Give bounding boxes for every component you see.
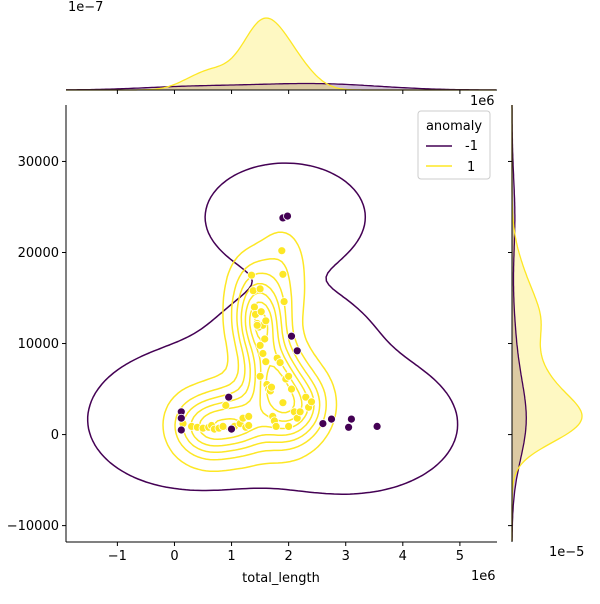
y-tick-label: 30000 xyxy=(18,155,59,170)
scatter-points xyxy=(176,211,382,435)
point-anomaly-neg xyxy=(176,413,186,423)
point-anomaly-pos xyxy=(277,246,287,256)
right-kde-anomaly-neg-fill xyxy=(512,105,527,542)
point-anomaly-pos xyxy=(301,392,311,402)
point-anomaly-pos xyxy=(256,307,266,317)
right-marginal-ticks xyxy=(508,160,512,527)
point-anomaly-neg xyxy=(283,211,292,221)
point-anomaly-neg xyxy=(327,414,336,424)
point-anomaly-neg xyxy=(224,392,234,402)
point-anomaly-pos xyxy=(278,269,288,279)
point-anomaly-pos xyxy=(260,334,270,344)
top-kde-anomaly-neg-line xyxy=(66,82,496,91)
point-anomaly-pos xyxy=(261,357,271,367)
point-anomaly-pos xyxy=(275,358,285,368)
x-tick-label: 4 xyxy=(399,549,407,564)
point-anomaly-pos xyxy=(247,270,256,280)
x-tick-label: 1 xyxy=(227,549,235,564)
right-kde-anomaly-pos-fill xyxy=(512,105,582,542)
x-tick-label: −1 xyxy=(108,549,127,564)
x-offset-label: 1e6 xyxy=(471,569,496,584)
kde-contour-anomaly-pos-level-4 xyxy=(198,292,310,440)
point-anomaly-pos xyxy=(279,297,289,307)
point-anomaly-pos xyxy=(261,316,271,326)
x-tick-label: 5 xyxy=(456,549,464,564)
point-anomaly-pos xyxy=(218,421,228,431)
point-anomaly-neg xyxy=(287,331,296,341)
kde-contours xyxy=(86,162,459,495)
point-anomaly-pos xyxy=(255,371,265,381)
right-top-offset-label: 1e6 xyxy=(470,94,495,109)
point-anomaly-pos xyxy=(221,400,231,410)
kde-contour-anomaly-pos-level-3 xyxy=(190,282,315,447)
point-anomaly-pos xyxy=(284,371,294,381)
right-marginal: 1e6 1e−5 xyxy=(470,94,584,560)
point-anomaly-neg xyxy=(292,346,302,356)
top-marginal: 1e−7 xyxy=(66,0,497,94)
kde-contour-anomaly-pos-level-0 xyxy=(162,231,338,473)
point-anomaly-neg xyxy=(318,419,328,429)
top-marginal-offset-label: 1e−7 xyxy=(68,0,103,15)
point-anomaly-neg xyxy=(372,421,382,431)
x-axis-label: total_length xyxy=(242,571,320,586)
point-anomaly-neg xyxy=(176,425,186,435)
top-kde-anomaly-pos-fill xyxy=(66,18,497,90)
point-anomaly-neg xyxy=(346,414,356,424)
legend-title: anomaly xyxy=(426,119,482,134)
x-tick-label: 0 xyxy=(170,549,178,564)
legend-frame xyxy=(417,110,491,180)
point-anomaly-pos xyxy=(278,398,288,408)
point-anomaly-pos xyxy=(271,421,281,431)
x-axis-ticks: −1 0 1 2 3 4 5 xyxy=(108,542,464,564)
y-tick-label: 10000 xyxy=(18,337,59,352)
legend-label-anomaly-pos: 1 xyxy=(467,160,475,175)
kde-contour-anomaly-neg-level-0 xyxy=(86,162,459,495)
y-tick-label: 20000 xyxy=(18,246,59,261)
legend-label-anomaly-neg: -1 xyxy=(465,139,478,154)
point-anomaly-neg xyxy=(227,424,236,434)
x-tick-label: 3 xyxy=(342,549,350,564)
point-anomaly-pos xyxy=(284,421,294,431)
x-tick-label: 2 xyxy=(284,549,292,564)
point-anomaly-pos xyxy=(267,382,276,392)
point-anomaly-pos xyxy=(244,411,254,421)
y-tick-label: 0 xyxy=(51,428,59,443)
top-marginal-ticks xyxy=(116,90,461,94)
right-marginal-offset-label: 1e−5 xyxy=(549,545,584,560)
point-anomaly-pos xyxy=(307,397,316,407)
top-kde-anomaly-neg-fill xyxy=(66,83,497,90)
y-axis-ticks: −10000 0 10000 20000 30000 xyxy=(7,155,66,534)
point-anomaly-pos xyxy=(244,421,254,430)
joint-axes: −1 0 1 2 3 4 5 −10000 0 10000 20000 30000 total_le… xyxy=(7,105,497,586)
kde-contour-anomaly-pos-level-1 xyxy=(174,258,327,461)
point-anomaly-neg xyxy=(344,422,354,432)
legend: anomaly -1 1 xyxy=(417,110,491,180)
point-anomaly-pos xyxy=(295,407,305,417)
point-anomaly-pos xyxy=(258,349,268,358)
point-anomaly-pos xyxy=(255,340,265,350)
point-anomaly-pos xyxy=(252,320,262,330)
point-anomaly-pos xyxy=(287,384,296,394)
y-tick-label: −10000 xyxy=(7,519,59,534)
point-anomaly-pos xyxy=(255,284,265,294)
